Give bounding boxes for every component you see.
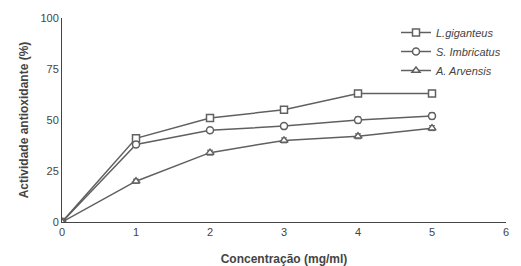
svg-text:L.giganteus: L.giganteus (436, 27, 493, 39)
svg-text:6: 6 (503, 226, 509, 238)
svg-text:4: 4 (355, 226, 361, 238)
svg-text:0: 0 (59, 226, 65, 238)
svg-text:50: 50 (47, 114, 59, 126)
svg-text:25: 25 (47, 165, 59, 177)
svg-text:3: 3 (281, 226, 287, 238)
svg-text:75: 75 (47, 63, 59, 75)
svg-text:100: 100 (40, 12, 58, 24)
svg-text:S. Imbricatus: S. Imbricatus (436, 46, 501, 58)
svg-text:5: 5 (429, 226, 435, 238)
svg-text:Actividade antioxidante (%): Actividade antioxidante (%) (17, 42, 31, 199)
svg-text:0: 0 (53, 216, 59, 228)
svg-text:A. Arvensis: A. Arvensis (435, 65, 492, 77)
svg-text:2: 2 (207, 226, 213, 238)
svg-text:1: 1 (133, 226, 139, 238)
svg-text:Concentração (mg/ml): Concentração (mg/ml) (221, 252, 348, 266)
